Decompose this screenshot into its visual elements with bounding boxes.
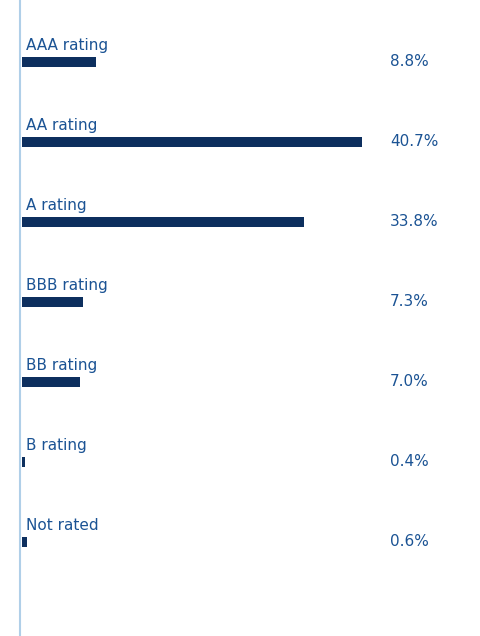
FancyBboxPatch shape xyxy=(22,57,96,67)
Text: AA rating: AA rating xyxy=(26,118,97,133)
Text: 7.0%: 7.0% xyxy=(390,375,429,389)
Text: 0.4%: 0.4% xyxy=(390,455,429,469)
Text: 7.3%: 7.3% xyxy=(390,294,429,310)
Text: AAA rating: AAA rating xyxy=(26,38,108,53)
Text: BBB rating: BBB rating xyxy=(26,278,108,293)
FancyBboxPatch shape xyxy=(22,137,362,147)
Text: BB rating: BB rating xyxy=(26,358,97,373)
FancyBboxPatch shape xyxy=(22,297,83,307)
FancyBboxPatch shape xyxy=(22,457,25,467)
Text: B rating: B rating xyxy=(26,438,87,453)
FancyBboxPatch shape xyxy=(22,217,304,227)
Text: 40.7%: 40.7% xyxy=(390,134,438,149)
Text: 0.6%: 0.6% xyxy=(390,534,429,550)
Text: 8.8%: 8.8% xyxy=(390,55,429,69)
Text: A rating: A rating xyxy=(26,198,86,213)
FancyBboxPatch shape xyxy=(22,377,81,387)
Text: Not rated: Not rated xyxy=(26,518,98,533)
FancyBboxPatch shape xyxy=(22,537,27,547)
Text: 33.8%: 33.8% xyxy=(390,214,439,230)
